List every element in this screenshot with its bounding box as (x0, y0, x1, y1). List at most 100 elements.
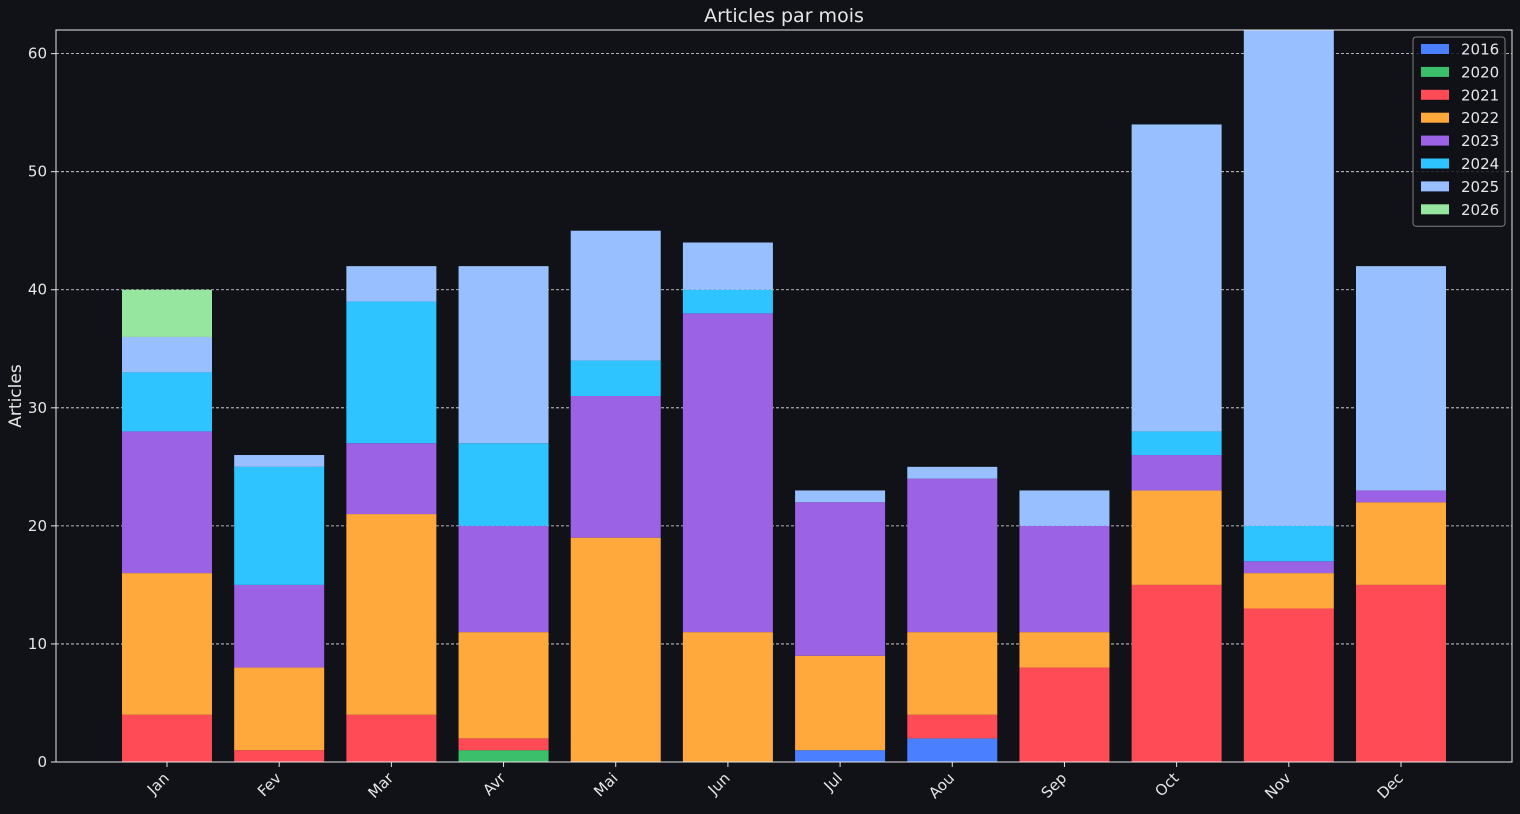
bar-segment-jun-2024 (682, 289, 773, 314)
bar-segment-sep-2022 (1019, 632, 1110, 668)
bar-segment-fev-2023 (234, 584, 325, 668)
bar-segment-sep-2021 (1019, 667, 1110, 762)
x-axis: Jan Fev Mar Avr Mai Jun Jul Aou Sep Oct Nov Dec (143, 762, 1407, 803)
bar-segment-mar-2022 (346, 514, 437, 715)
bar-segment-aou-2025 (907, 466, 998, 479)
bar-segment-jun-2022 (682, 632, 773, 762)
bar-segment-oct-2025 (1131, 124, 1222, 432)
legend-label-2022: 2022 (1461, 109, 1499, 127)
bar-segment-dec-2021 (1356, 584, 1446, 762)
bar-segment-nov-2022 (1243, 573, 1334, 609)
bar-segment-avr-2021 (458, 738, 549, 751)
x-tick-label: Jan (143, 769, 173, 799)
bar-segment-nov-2024 (1243, 525, 1334, 562)
bar-segment-jul-2022 (795, 655, 886, 751)
bars-group (122, 30, 1446, 762)
y-axis-label: Articles (6, 364, 26, 428)
bar-segment-aou-2023 (907, 478, 998, 633)
bar-segment-oct-2023 (1131, 455, 1222, 491)
x-tick-label: Mai (590, 769, 621, 800)
bar-segment-fev-2025 (234, 455, 325, 467)
bar-segment-sep-2025 (1019, 490, 1110, 526)
bar-segment-jan-2021 (122, 714, 212, 762)
bar-segment-jan-2024 (122, 372, 212, 432)
legend-swatch-2021 (1421, 89, 1449, 100)
y-tick-label: 30 (28, 399, 47, 417)
bar-segment-jan-2025 (122, 336, 212, 373)
bar-segment-jan-2023 (122, 431, 212, 574)
y-tick-label: 0 (37, 753, 47, 771)
x-tick-label: Oct (1151, 769, 1182, 800)
bar-segment-jul-2016 (795, 750, 886, 762)
x-tick-label: Mar (364, 769, 397, 802)
legend-swatch-2023 (1421, 135, 1449, 146)
x-tick-label: Nov (1261, 769, 1295, 803)
x-tick-label: Sep (1038, 769, 1071, 802)
bar-segment-sep-2023 (1019, 525, 1110, 633)
y-axis: 0 10 20 30 40 50 60 (28, 45, 56, 771)
legend-swatch-2026 (1421, 204, 1449, 215)
legend-swatch-2025 (1421, 181, 1449, 192)
bar-segment-mar-2024 (346, 301, 437, 444)
legend-swatch-2020 (1421, 66, 1449, 77)
bar-segment-fev-2021 (234, 750, 325, 762)
x-tick-label: Jun (704, 769, 734, 799)
legend-swatch-2024 (1421, 158, 1449, 169)
bar-segment-jul-2023 (795, 502, 886, 656)
bar-segment-avr-2023 (458, 525, 549, 633)
x-tick-label: Aou (925, 769, 958, 802)
bar-segment-nov-2025 (1243, 30, 1334, 526)
bar-segment-nov-2021 (1243, 608, 1334, 762)
bar-segment-avr-2022 (458, 632, 549, 739)
bar-segment-mai-2024 (570, 360, 661, 396)
bar-segment-jan-2026 (122, 289, 212, 337)
bar-segment-aou-2021 (907, 714, 998, 739)
bar-segment-mai-2022 (570, 537, 661, 762)
chart-title: Articles par mois (704, 5, 864, 27)
bar-segment-nov-2023 (1243, 561, 1334, 574)
y-tick-label: 40 (28, 281, 47, 299)
bar-segment-fev-2024 (234, 466, 325, 585)
y-tick-label: 10 (28, 635, 47, 653)
y-tick-label: 50 (28, 163, 47, 181)
legend-label-2024: 2024 (1461, 155, 1499, 173)
x-tick-label: Fev (254, 769, 285, 800)
bar-segment-mai-2023 (570, 396, 661, 538)
bar-segment-jun-2025 (682, 242, 773, 290)
bar-segment-avr-2020 (458, 750, 549, 762)
bar-segment-aou-2016 (907, 738, 998, 762)
legend-label-2025: 2025 (1461, 178, 1499, 196)
plot-area-frame (55, 29, 1513, 763)
bar-segment-mai-2025 (570, 230, 661, 361)
bar-segment-jun-2023 (682, 313, 773, 633)
x-tick-label: Avr (479, 769, 510, 800)
bar-segment-mar-2025 (346, 266, 437, 302)
legend: 2016 2020 2021 2022 2023 2024 2025 2026 (1412, 36, 1506, 227)
legend-label-2026: 2026 (1461, 201, 1499, 219)
y-tick-label: 60 (28, 45, 47, 63)
bar-segment-mar-2021 (346, 714, 437, 762)
bar-segment-jan-2022 (122, 573, 212, 715)
legend-label-2023: 2023 (1461, 132, 1499, 150)
bar-segment-aou-2022 (907, 632, 998, 715)
bar-segment-oct-2024 (1131, 431, 1222, 456)
bar-segment-dec-2023 (1356, 490, 1446, 503)
bar-segment-oct-2021 (1131, 584, 1222, 762)
x-tick-label: Dec (1374, 769, 1407, 802)
legend-swatch-2016 (1421, 44, 1449, 54)
legend-label-2016: 2016 (1461, 41, 1499, 59)
bar-segment-jul-2025 (795, 490, 886, 503)
bar-segment-oct-2022 (1131, 490, 1222, 585)
bar-segment-dec-2022 (1356, 502, 1446, 585)
y-tick-label: 20 (28, 517, 47, 535)
bar-segment-avr-2024 (458, 443, 549, 526)
legend-label-2021: 2021 (1461, 86, 1499, 104)
bar-segment-dec-2025 (1356, 266, 1446, 491)
bar-segment-avr-2025 (458, 266, 549, 444)
legend-label-2020: 2020 (1461, 63, 1499, 81)
legend-box (1412, 36, 1506, 227)
legend-swatch-2022 (1421, 112, 1449, 123)
bar-segment-fev-2022 (234, 667, 325, 751)
